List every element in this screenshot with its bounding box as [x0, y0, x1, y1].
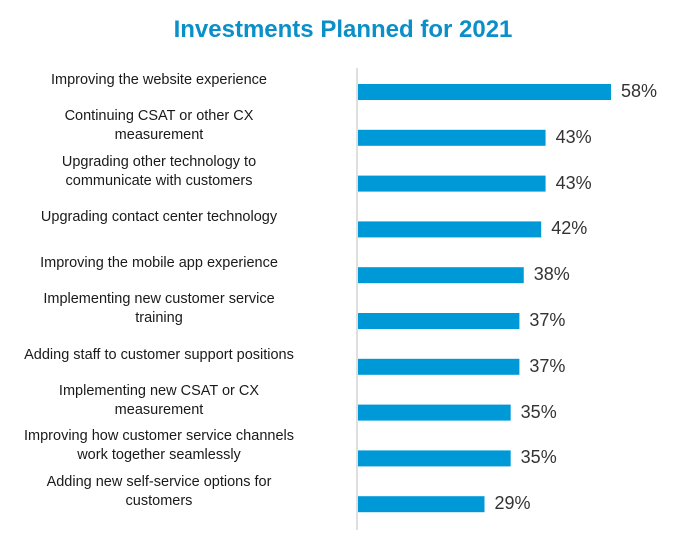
- bar: [358, 84, 611, 100]
- bar-value-label: 42%: [551, 218, 588, 239]
- category-label: Upgrading other technology to communicate…: [0, 153, 324, 191]
- category-label: Implementing new customer service trainin…: [0, 290, 324, 328]
- chart-title: Investments Planned for 2021: [173, 16, 513, 43]
- category-label-line: measurement: [114, 126, 204, 143]
- bar-value-label: 35%: [520, 401, 557, 422]
- category-label: Implementing new CSAT or CX measurement: [0, 382, 324, 420]
- bar-value-label: 37%: [529, 355, 566, 376]
- category-label-line: Upgrading contact center technology: [40, 209, 278, 226]
- bar: [358, 450, 511, 467]
- category-label: Adding staff to customer support positio…: [0, 346, 324, 365]
- category-label-line: training: [135, 310, 183, 326]
- category-label-line: work together seamlessly: [77, 447, 241, 464]
- bar: [358, 404, 511, 421]
- bar-value-label: 29%: [494, 493, 531, 514]
- bar-value-label: 35%: [520, 447, 557, 468]
- category-label-line: Implementing new customer service: [43, 291, 275, 307]
- category-label-line: Adding staff to customer support positio…: [24, 346, 294, 363]
- category-label-line: Improving the mobile app experience: [40, 255, 278, 272]
- category-label: Continuing CSAT or other CX measurement: [0, 107, 324, 145]
- category-label: Adding new self-service options for custo…: [0, 473, 324, 511]
- category-label: Improving the mobile app experience: [0, 254, 324, 273]
- category-label-line: Improving the website experience: [50, 72, 267, 88]
- bar: [358, 267, 524, 284]
- bar-value-label: 43%: [555, 172, 592, 193]
- bar-value-label: 38%: [533, 264, 570, 285]
- category-label-line: Implementing new CSAT or CX: [58, 382, 260, 399]
- category-label-line: Continuing CSAT or other CX: [64, 107, 254, 124]
- bars-group: [358, 84, 611, 513]
- bar: [358, 221, 542, 238]
- category-label: Improving how customer service channels w…: [0, 427, 324, 465]
- bar-value-label: 37%: [529, 310, 566, 330]
- bar: [358, 358, 520, 375]
- category-label: Improving the website experience: [0, 71, 324, 90]
- bar: [358, 129, 546, 146]
- category-label-line: communicate with customers: [65, 172, 253, 189]
- category-label-line: Improving how customer service channels: [24, 428, 294, 445]
- category-label-line: Adding new self-service options for: [46, 474, 272, 491]
- bar: [358, 175, 546, 192]
- bar-value-label: 58%: [621, 81, 658, 101]
- category-label-line: measurement: [114, 401, 204, 418]
- category-label-line: Upgrading other technology to: [61, 153, 257, 170]
- bar-value-label: 43%: [555, 126, 592, 147]
- bar: [358, 313, 520, 329]
- category-label-line: customers: [125, 493, 193, 510]
- bar: [358, 496, 485, 513]
- category-label: Upgrading contact center technology: [0, 208, 324, 227]
